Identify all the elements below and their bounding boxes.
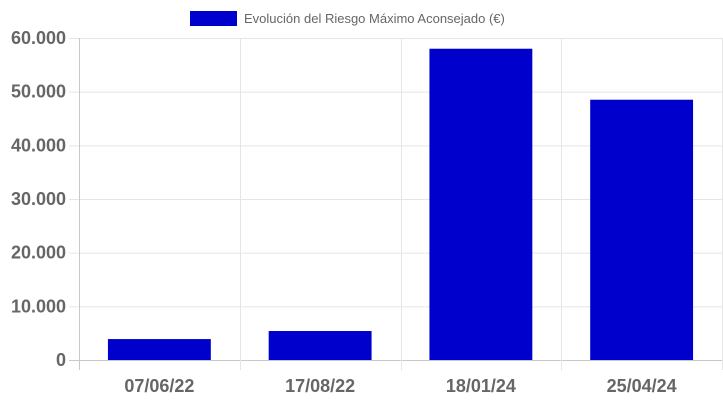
x-tick-label: 17/08/22 [285, 376, 355, 396]
y-tick-label: 20.000 [11, 243, 66, 263]
y-tick-label: 30.000 [11, 189, 66, 209]
axes: 0 10.000 20.000 30.000 40.000 50.000 60.000 07/… [11, 28, 677, 396]
y-tick-label: 60.000 [11, 28, 66, 48]
bar [590, 99, 694, 360]
y-tick-label: 50.000 [11, 82, 66, 102]
legend-swatch [190, 11, 237, 26]
x-tick-label: 18/01/24 [446, 376, 516, 396]
y-tick-label: 0 [56, 350, 66, 370]
bar [429, 48, 533, 360]
bars [107, 48, 694, 360]
bar [107, 339, 211, 360]
y-tick-label: 10.000 [11, 296, 66, 316]
y-tick-label: 40.000 [11, 135, 66, 155]
legend[interactable]: Evolución del Riesgo Máximo Aconsejado (… [190, 11, 505, 26]
x-tick-label: 25/04/24 [607, 376, 677, 396]
bar [268, 331, 372, 360]
x-tick-label: 07/06/22 [124, 376, 194, 396]
legend-label: Evolución del Riesgo Máximo Aconsejado (… [244, 11, 505, 26]
